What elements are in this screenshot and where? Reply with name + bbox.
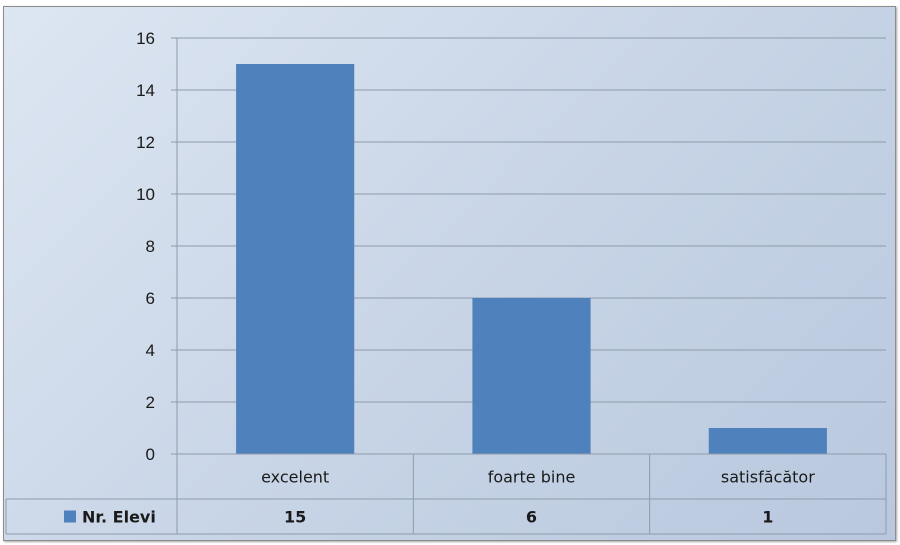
bar-chart: 0 2 4 6 8 10 12 14 16 excelent 15 foarte bine 6 sati… — [5, 29, 887, 535]
bar — [472, 298, 591, 454]
y-axis: 0 2 4 6 8 10 12 14 16 — [136, 29, 178, 464]
legend-label: Nr. Elevi — [82, 508, 156, 527]
value-cell: 15 — [284, 508, 306, 527]
value-cell: 6 — [526, 508, 537, 527]
y-tick-label: 6 — [146, 289, 155, 308]
legend-swatch — [64, 510, 76, 523]
value-cell: 1 — [762, 508, 773, 527]
y-tick-label: 12 — [136, 133, 155, 152]
category-label: satisfăcător — [721, 468, 815, 487]
bar — [708, 428, 827, 454]
chart-frame: 0 2 4 6 8 10 12 14 16 excelent 15 foarte bine 6 sati… — [3, 6, 896, 541]
y-tick-label: 2 — [146, 393, 155, 412]
bars — [236, 64, 827, 454]
y-tick-label: 0 — [146, 445, 155, 464]
y-tick-label: 16 — [136, 29, 155, 48]
category-label: excelent — [261, 468, 329, 487]
data-table: excelent 15 foarte bine 6 satisfăcător 1 Nr. E… — [5, 453, 887, 535]
y-tick-label: 4 — [146, 341, 155, 360]
category-label: foarte bine — [488, 468, 576, 487]
y-tick-label: 10 — [136, 185, 155, 204]
y-tick-label: 8 — [146, 237, 155, 256]
bar — [236, 64, 355, 454]
y-tick-label: 14 — [136, 81, 155, 100]
